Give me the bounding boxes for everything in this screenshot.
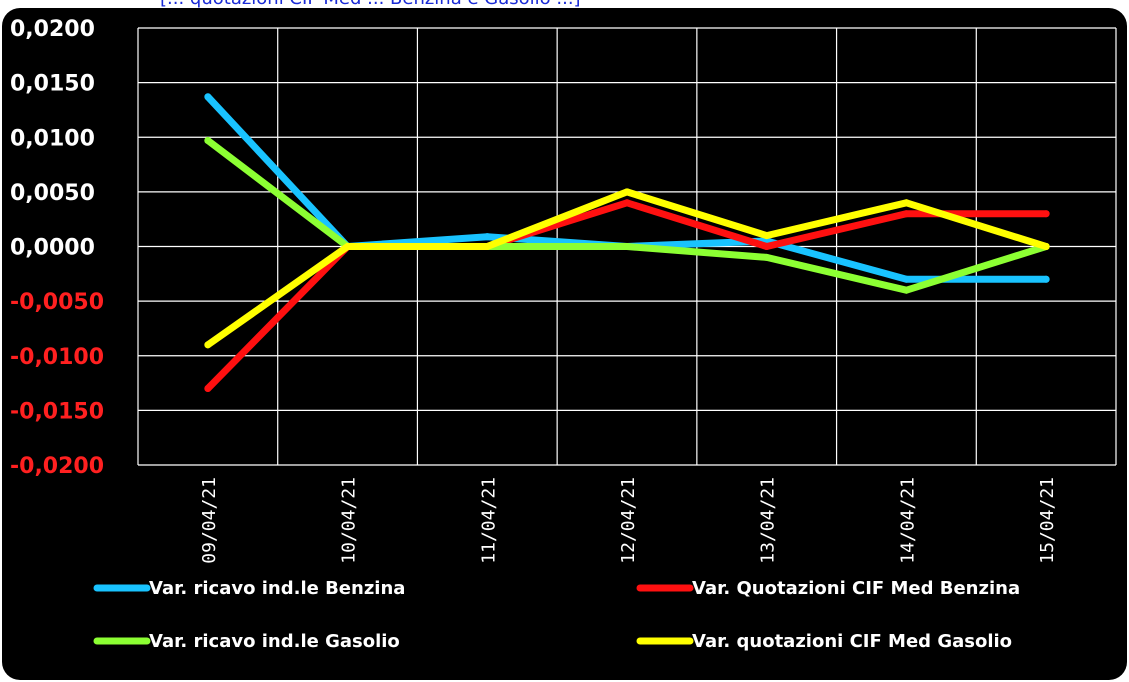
y-tick-label: -0,0150 [10,399,104,424]
y-axis-ticks: 0,0200 0,0150 0,0100 0,0050 0,0000 -0,0050 -0,… [10,17,104,479]
x-tick-label: 14/04/21 [897,477,918,564]
data-point [204,137,212,145]
cut-off-title: [... quotazioni CIF Med ... Benzina e Ga… [160,0,581,9]
series-lines [204,93,1050,393]
legend: Var. ricavo ind.le Benzina Var. Quotazion… [93,578,1020,652]
data-point [204,93,212,101]
data-point [344,243,352,250]
data-point [763,243,771,250]
legend-label: Var. quotazioni CIF Med Gasolio [692,631,1012,652]
data-point [902,210,910,218]
legend-label: Var. ricavo ind.le Gasolio [149,631,400,652]
legend-label: Var. ricavo ind.le Benzina [149,578,405,599]
data-point [902,275,910,283]
y-tick-label: 0,0000 [10,236,95,261]
data-point [902,286,910,294]
y-tick-label: 0,0100 [10,126,95,151]
data-point [623,199,631,207]
x-tick-label: 12/04/21 [618,477,639,564]
data-point [204,385,212,393]
data-point [1042,243,1050,250]
data-point [623,188,631,196]
data-point [483,233,491,241]
x-tick-label: 15/04/21 [1037,477,1058,564]
x-tick-label: 13/04/21 [758,477,779,564]
y-tick-label: -0,0200 [10,454,104,479]
y-tick-label: 0,0150 [10,72,95,97]
data-point [483,243,491,250]
data-point [204,341,212,349]
y-tick-label: 0,0050 [10,181,95,206]
data-point [902,199,910,207]
legend-label: Var. Quotazioni CIF Med Benzina [692,578,1020,599]
y-tick-label: -0,0050 [10,290,104,315]
data-point [763,232,771,240]
data-point [1042,275,1050,283]
data-point [623,243,631,250]
x-axis-ticks: 09/04/21 10/04/21 11/04/21 12/04/21 13/04/21… [199,477,1058,564]
grid-layer [137,27,1117,466]
data-point [763,253,771,261]
x-tick-label: 10/04/21 [339,477,360,564]
y-tick-label: -0,0100 [10,345,104,370]
x-tick-label: 09/04/21 [199,477,220,564]
x-tick-label: 11/04/21 [478,477,499,564]
data-point [1042,210,1050,218]
y-tick-label: 0,0200 [10,17,95,42]
